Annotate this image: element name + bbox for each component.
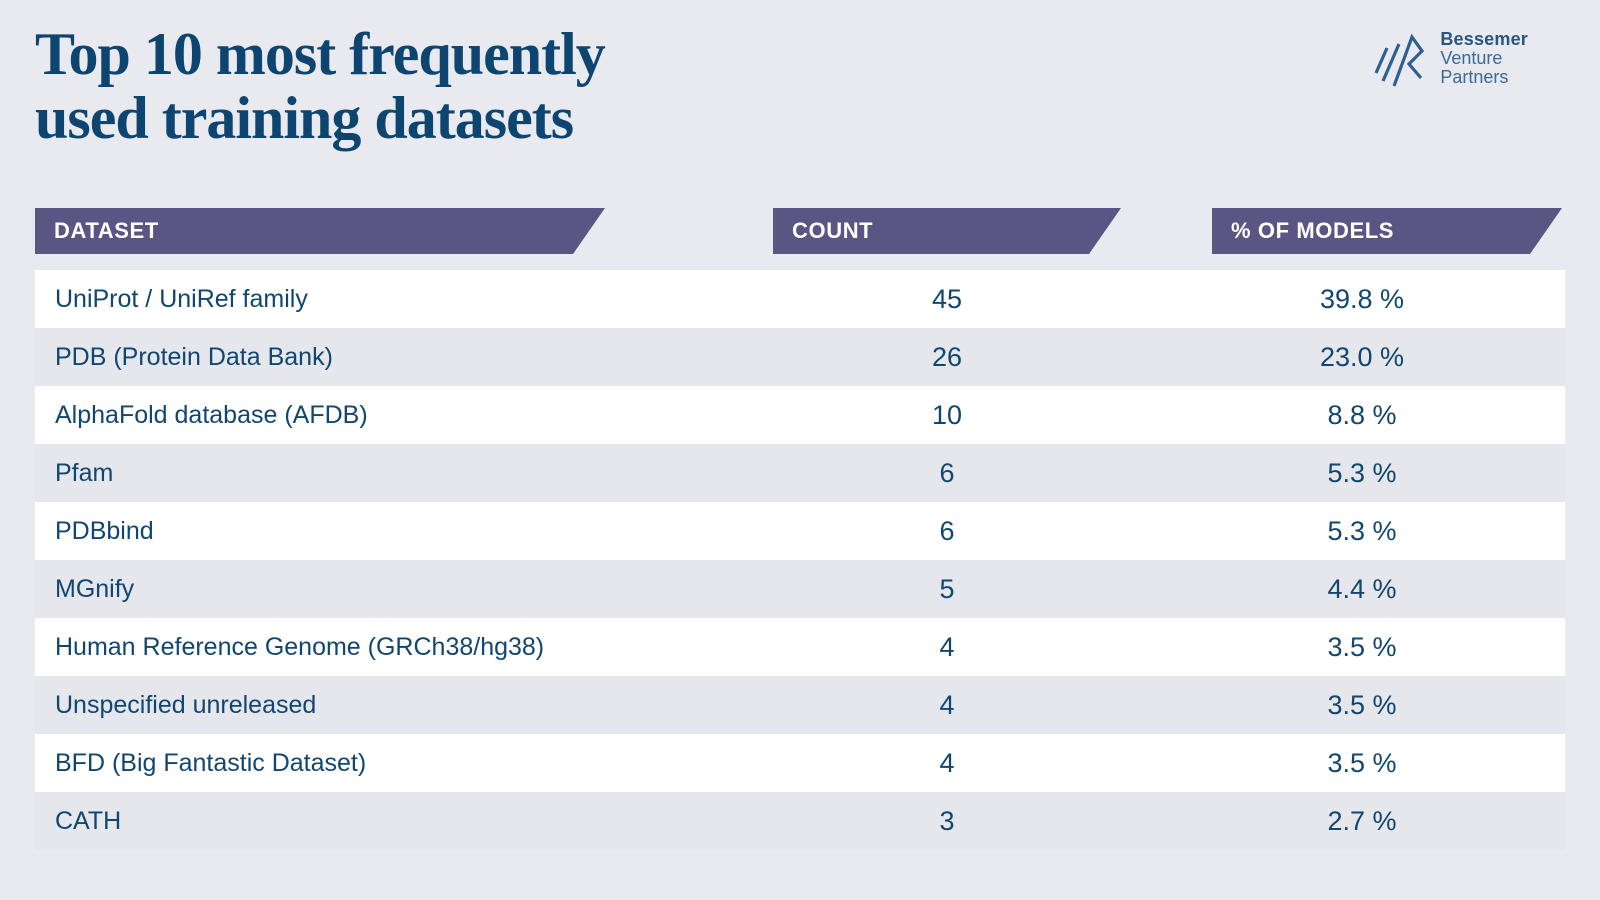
header-pct: % OF MODELS xyxy=(1212,208,1562,254)
table-row: MGnify 5 4.4 % xyxy=(35,560,1565,618)
dataset-cell: AlphaFold database (AFDB) xyxy=(55,400,368,429)
count-cell: 45 xyxy=(931,283,963,314)
count-cell: 4 xyxy=(939,747,955,778)
pct-cell: 2.7 % xyxy=(1327,805,1397,836)
table-row: Human Reference Genome (GRCh38/hg38) 4 3.5… xyxy=(35,618,1565,676)
logo-line-bessemer: Bessemer xyxy=(1440,28,1528,49)
dataset-cell: UniProt / UniRef family xyxy=(55,284,308,313)
count-cell: 6 xyxy=(939,515,955,546)
bessemer-logo-icon xyxy=(1374,33,1425,87)
pct-cell: 23.0 % xyxy=(1319,341,1405,372)
table-row: PDB (Protein Data Bank) 26 23.0 % xyxy=(35,328,1565,386)
table-row: CATH 3 2.7 % xyxy=(35,792,1565,850)
table-body: UniProt / UniRef family 45 39.8 % PDB (Prot… xyxy=(35,270,1565,850)
table-row: PDBbind 6 5.3 % xyxy=(35,502,1565,560)
table-row: Pfam 6 5.3 % xyxy=(35,444,1565,502)
page-title-line1: Top 10 most frequently xyxy=(35,21,606,87)
pct-cell: 8.8 % xyxy=(1327,399,1397,430)
dataset-cell: BFD (Big Fantastic Dataset) xyxy=(55,748,367,777)
count-cell: 4 xyxy=(939,631,955,662)
bessemer-logo-text: Bessemer Venture Partners xyxy=(1440,28,1528,87)
pct-cell: 39.8 % xyxy=(1319,283,1405,314)
dataset-cell: Pfam xyxy=(55,458,114,487)
pct-cell: 3.5 % xyxy=(1327,631,1397,662)
table-row: Unspecified unreleased 4 3.5 % xyxy=(35,676,1565,734)
count-cell: 26 xyxy=(931,341,963,372)
table-header-row: DATASET COUNT % OF MODELS xyxy=(35,208,1565,254)
dataset-cell: CATH xyxy=(55,806,122,835)
dataset-cell: PDBbind xyxy=(55,516,154,545)
pct-cell: 3.5 % xyxy=(1327,689,1397,720)
dataset-cell: Unspecified unreleased xyxy=(55,690,317,719)
dataset-cell: Human Reference Genome (GRCh38/hg38) xyxy=(55,632,545,661)
pct-cell: 5.3 % xyxy=(1327,457,1397,488)
count-cell: 5 xyxy=(939,573,955,604)
count-cell: 4 xyxy=(939,689,955,720)
bessemer-logo: Bessemer Venture Partners xyxy=(1370,28,1528,88)
count-cell: 10 xyxy=(931,399,963,430)
dataset-cell: MGnify xyxy=(55,574,135,603)
table-row: AlphaFold database (AFDB) 10 8.8 % xyxy=(35,386,1565,444)
page-title-line2: used training datasets xyxy=(35,85,574,151)
pct-cell: 3.5 % xyxy=(1327,747,1397,778)
table-row: UniProt / UniRef family 45 39.8 % xyxy=(35,270,1565,328)
header-dataset: DATASET xyxy=(35,208,605,254)
page-title: Top 10 most frequently used training dat… xyxy=(35,21,606,151)
count-cell: 6 xyxy=(939,457,955,488)
datasets-table: DATASET COUNT % OF MODELS UniProt / UniR… xyxy=(35,208,1565,850)
logo-line-venture: Venture xyxy=(1440,47,1503,68)
header-count: COUNT xyxy=(773,208,1121,254)
pct-cell: 5.3 % xyxy=(1327,515,1397,546)
count-cell: 3 xyxy=(939,805,955,836)
table-row: BFD (Big Fantastic Dataset) 4 3.5 % xyxy=(35,734,1565,792)
pct-cell: 4.4 % xyxy=(1327,573,1397,604)
dataset-cell: PDB (Protein Data Bank) xyxy=(55,342,333,371)
logo-line-partners: Partners xyxy=(1440,66,1509,87)
